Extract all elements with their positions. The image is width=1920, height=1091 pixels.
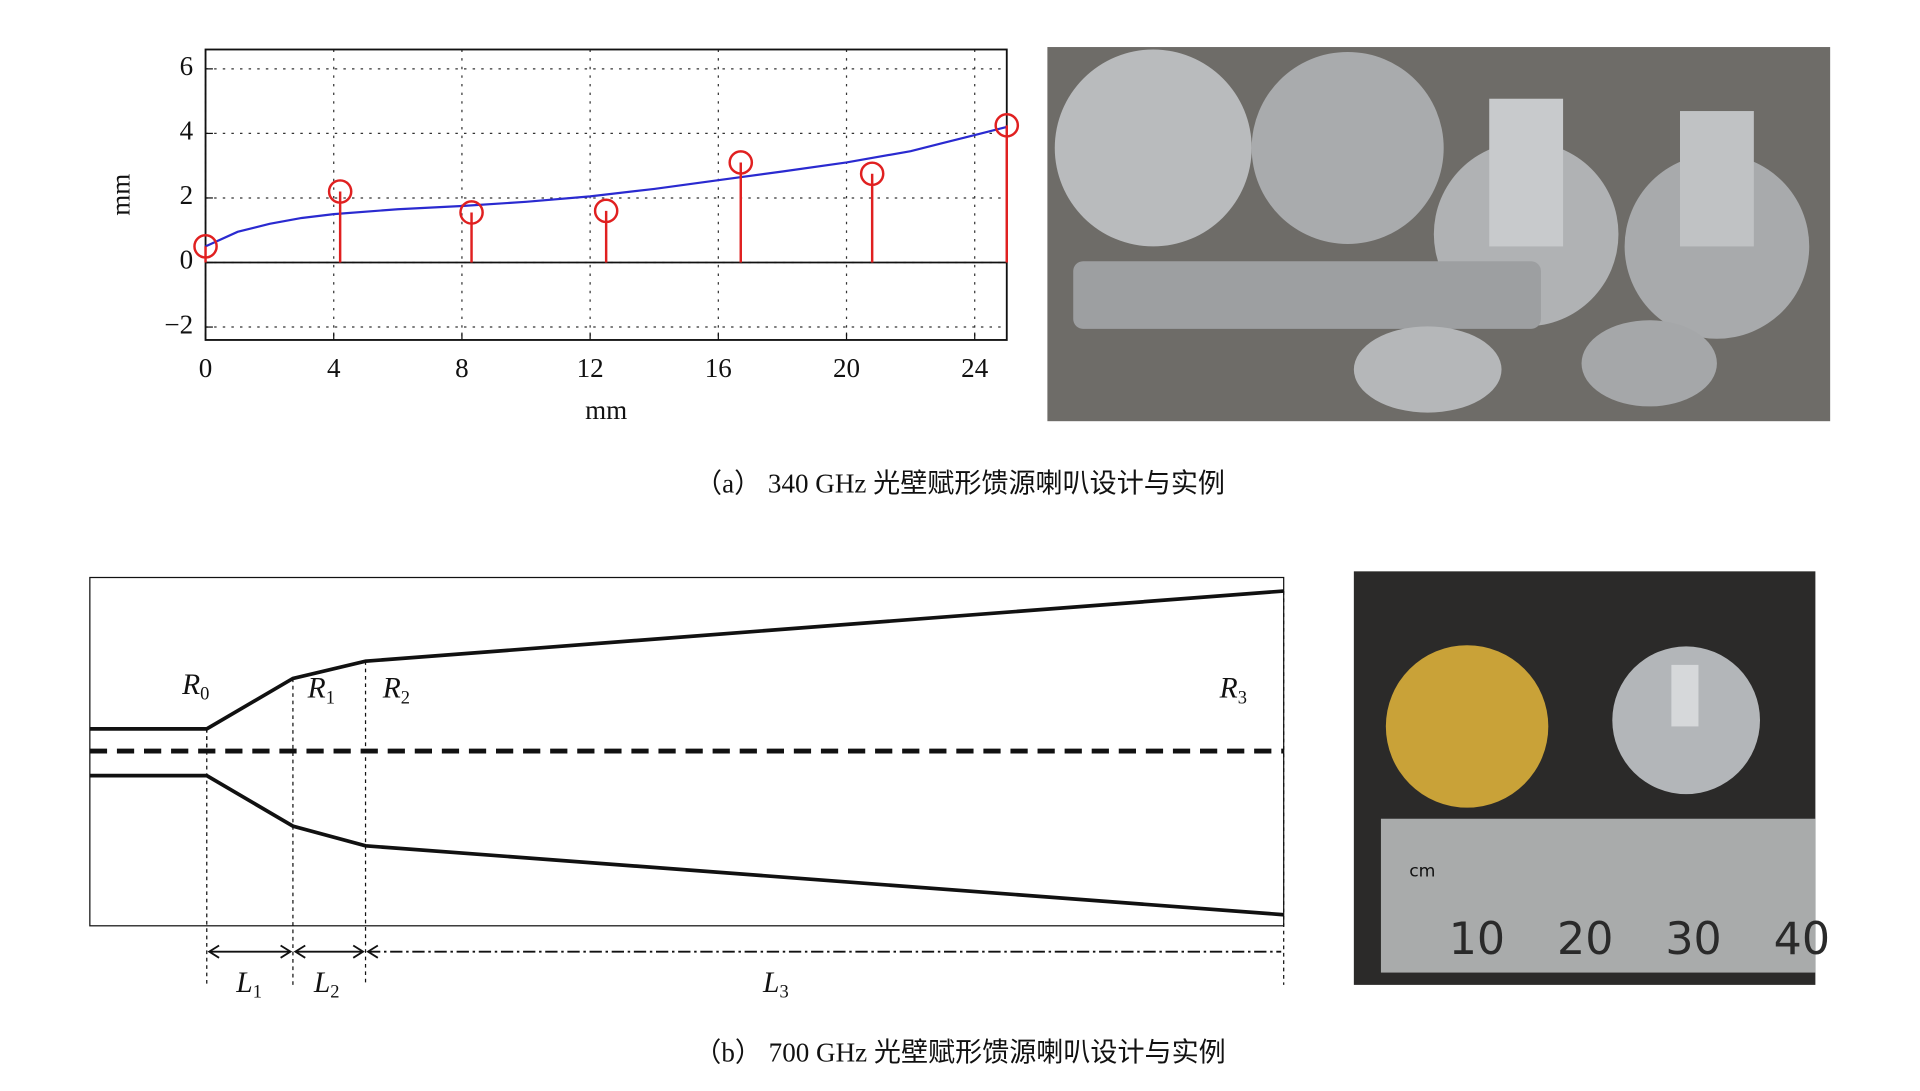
ruler-label: 10 bbox=[1449, 914, 1505, 965]
dimension-subscript: 3 bbox=[1238, 688, 1247, 708]
photo-machined-parts bbox=[1047, 47, 1831, 422]
dimension-label: L2 bbox=[313, 967, 340, 1002]
dimension-subscript: 2 bbox=[401, 688, 410, 708]
x-tick-label: 4 bbox=[327, 353, 341, 383]
horn-diagram bbox=[89, 576, 1285, 985]
stem-marker bbox=[994, 113, 1020, 138]
ruler-unit: cm bbox=[1409, 862, 1435, 882]
stem-marker bbox=[593, 198, 619, 224]
dimension-letter: R bbox=[181, 669, 200, 701]
dimension-subscript: 2 bbox=[330, 982, 339, 1002]
dimension-subscript: 3 bbox=[779, 982, 788, 1002]
stem-marker bbox=[728, 150, 754, 175]
stem-marker bbox=[327, 179, 353, 204]
ruler-label: 40 bbox=[1774, 914, 1830, 965]
dimension-letter: R bbox=[307, 673, 326, 705]
dimension-subscript: 1 bbox=[253, 982, 262, 1002]
y-axis-label: mm bbox=[105, 174, 135, 216]
caption-a: （a） 340 GHz 光壁赋形馈源喇叭设计与实例 bbox=[695, 469, 1225, 499]
x-axis-label: mm bbox=[585, 395, 627, 425]
dimension-letter: L bbox=[235, 967, 252, 999]
y-tick-label: 6 bbox=[180, 51, 194, 81]
stem-marker bbox=[459, 200, 484, 225]
y-tick-label: 0 bbox=[180, 245, 194, 275]
dimension-letter: L bbox=[762, 967, 779, 999]
dimension-label: R2 bbox=[382, 673, 410, 708]
dimension-label: L1 bbox=[235, 967, 262, 1002]
x-tick-label: 20 bbox=[833, 353, 860, 383]
y-tick-label: 4 bbox=[180, 116, 194, 146]
fitted-curve bbox=[205, 125, 1008, 248]
x-tick-label: 0 bbox=[199, 353, 213, 383]
dimension-letter: R bbox=[1219, 673, 1238, 705]
dimension-label: L3 bbox=[762, 967, 789, 1002]
dimension-subscript: 0 bbox=[200, 684, 209, 704]
dimension-label: R3 bbox=[1219, 673, 1247, 708]
dimension-letter: R bbox=[382, 673, 401, 705]
dimension-letter: L bbox=[313, 967, 330, 999]
caption-b: （b） 700 GHz 光壁赋形馈源喇叭设计与实例 bbox=[694, 1037, 1225, 1067]
x-tick-label: 12 bbox=[577, 353, 604, 383]
lower-profile bbox=[89, 773, 1284, 917]
upper-profile bbox=[89, 589, 1284, 731]
dimension-label: R0 bbox=[181, 669, 209, 704]
x-tick-label: 16 bbox=[705, 353, 732, 383]
guide-lines bbox=[206, 591, 1285, 985]
y-tick-label: −2 bbox=[164, 309, 193, 339]
dimension-arrows bbox=[207, 944, 1282, 959]
x-tick-label: 8 bbox=[455, 353, 469, 383]
x-tick-label: 24 bbox=[961, 353, 989, 383]
y-tick-label: 2 bbox=[180, 180, 194, 210]
stem-marker bbox=[859, 161, 885, 187]
ruler-label: 30 bbox=[1665, 914, 1721, 965]
dimension-label: R1 bbox=[307, 673, 335, 708]
photo-coin-and-horn: cm 10 20 30 40 bbox=[1353, 571, 1830, 985]
dimension-subscript: 1 bbox=[326, 688, 335, 708]
stem-marker bbox=[193, 234, 218, 259]
ruler-label: 20 bbox=[1557, 914, 1613, 965]
